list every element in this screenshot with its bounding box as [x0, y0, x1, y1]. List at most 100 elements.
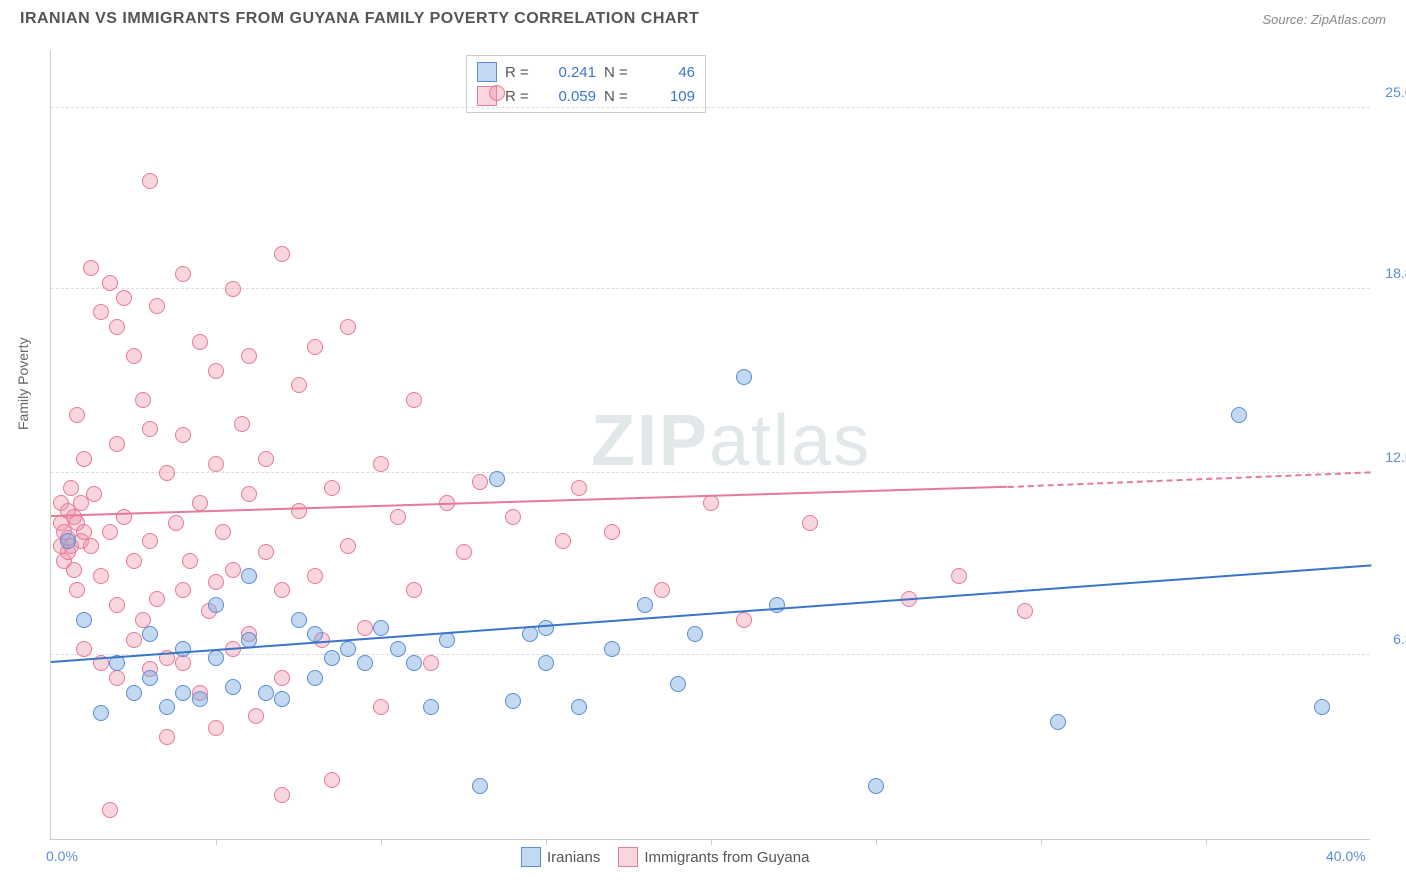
- data-point: [126, 685, 142, 701]
- data-point: [654, 582, 670, 598]
- data-point: [93, 304, 109, 320]
- source-label: Source: ZipAtlas.com: [1262, 12, 1386, 27]
- data-point: [291, 503, 307, 519]
- data-point: [234, 416, 250, 432]
- data-point: [159, 729, 175, 745]
- legend-item-blue: Iranians: [521, 847, 600, 867]
- watermark-bold: ZIP: [591, 401, 709, 481]
- data-point: [116, 290, 132, 306]
- r-value-blue: 0.241: [541, 64, 596, 81]
- chart-header: IRANIAN VS IMMIGRANTS FROM GUYANA FAMILY…: [0, 0, 1406, 33]
- data-point: [83, 260, 99, 276]
- data-point: [307, 626, 323, 642]
- grid-line: [51, 107, 1370, 108]
- n-value-pink: 109: [640, 88, 695, 105]
- correlation-legend: R = 0.241 N = 46 R = 0.059 N = 109: [466, 55, 706, 113]
- data-point: [83, 538, 99, 554]
- data-point: [505, 509, 521, 525]
- data-point: [802, 515, 818, 531]
- xtick-mark: [876, 839, 877, 845]
- data-point: [116, 509, 132, 525]
- y-axis-label: Family Poverty: [15, 337, 31, 430]
- data-point: [192, 334, 208, 350]
- data-point: [604, 524, 620, 540]
- data-point: [241, 568, 257, 584]
- ytick-label: 6.3%: [1393, 631, 1406, 647]
- data-point: [373, 699, 389, 715]
- r-label: R =: [505, 64, 533, 81]
- data-point: [340, 319, 356, 335]
- data-point: [571, 480, 587, 496]
- data-point: [175, 641, 191, 657]
- data-point: [135, 392, 151, 408]
- data-point: [192, 691, 208, 707]
- data-point: [109, 319, 125, 335]
- data-point: [135, 612, 151, 628]
- ytick-label: 25.0%: [1385, 84, 1406, 100]
- data-point: [208, 363, 224, 379]
- grid-line: [51, 472, 1370, 473]
- data-point: [472, 778, 488, 794]
- data-point: [241, 486, 257, 502]
- data-point: [324, 650, 340, 666]
- scatter-chart: ZIPatlas R = 0.241 N = 46 R = 0.059 N = …: [50, 50, 1370, 840]
- data-point: [472, 474, 488, 490]
- data-point: [340, 538, 356, 554]
- data-point: [142, 173, 158, 189]
- data-point: [307, 670, 323, 686]
- data-point: [142, 533, 158, 549]
- xtick-label: 0.0%: [46, 848, 78, 864]
- data-point: [555, 533, 571, 549]
- data-point: [142, 626, 158, 642]
- data-point: [258, 685, 274, 701]
- data-point: [208, 574, 224, 590]
- data-point: [142, 421, 158, 437]
- xtick-label: 40.0%: [1326, 848, 1366, 864]
- data-point: [225, 562, 241, 578]
- data-point: [168, 515, 184, 531]
- data-point: [406, 582, 422, 598]
- data-point: [357, 655, 373, 671]
- swatch-pink-icon: [618, 847, 638, 867]
- data-point: [66, 562, 82, 578]
- data-point: [456, 544, 472, 560]
- data-point: [126, 348, 142, 364]
- data-point: [109, 597, 125, 613]
- data-point: [1314, 699, 1330, 715]
- data-point: [390, 509, 406, 525]
- data-point: [571, 699, 587, 715]
- trend-line: [1008, 471, 1371, 488]
- legend-label-blue: Iranians: [547, 849, 600, 866]
- data-point: [175, 582, 191, 598]
- data-point: [406, 655, 422, 671]
- data-point: [175, 685, 191, 701]
- data-point: [274, 787, 290, 803]
- data-point: [192, 495, 208, 511]
- data-point: [340, 641, 356, 657]
- data-point: [126, 632, 142, 648]
- data-point: [258, 451, 274, 467]
- data-point: [538, 620, 554, 636]
- legend-label-pink: Immigrants from Guyana: [644, 849, 809, 866]
- watermark: ZIPatlas: [591, 400, 871, 482]
- n-label: N =: [604, 88, 632, 105]
- data-point: [373, 620, 389, 636]
- data-point: [274, 246, 290, 262]
- data-point: [489, 85, 505, 101]
- data-point: [258, 544, 274, 560]
- data-point: [868, 778, 884, 794]
- data-point: [175, 655, 191, 671]
- data-point: [538, 655, 554, 671]
- data-point: [248, 708, 264, 724]
- legend-row-blue: R = 0.241 N = 46: [477, 60, 695, 84]
- data-point: [1017, 603, 1033, 619]
- data-point: [159, 699, 175, 715]
- data-point: [274, 670, 290, 686]
- data-point: [69, 407, 85, 423]
- data-point: [423, 655, 439, 671]
- legend-item-pink: Immigrants from Guyana: [618, 847, 809, 867]
- n-value-blue: 46: [640, 64, 695, 81]
- data-point: [489, 471, 505, 487]
- data-point: [307, 568, 323, 584]
- xtick-mark: [1206, 839, 1207, 845]
